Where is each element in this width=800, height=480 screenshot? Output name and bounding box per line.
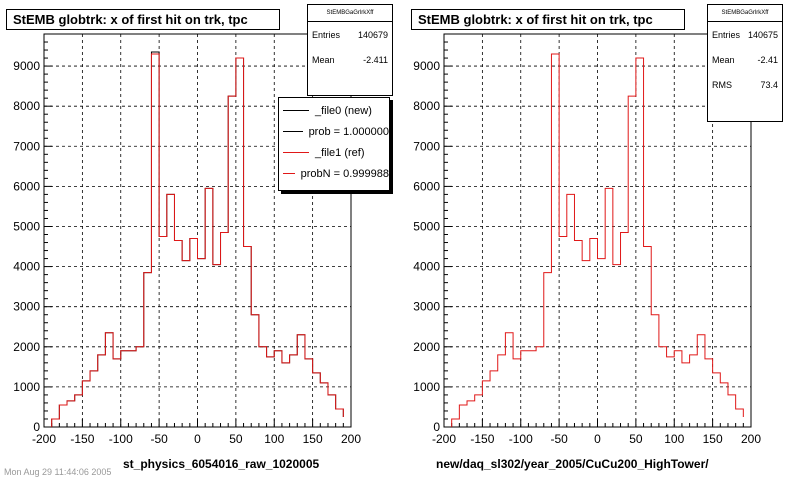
- left-x-tick-label: -150: [70, 432, 94, 446]
- right-histogram-chart: -200 -150 -100 -50 0 50 100 150 2000100020003000…: [413, 33, 761, 446]
- right-chart-title: StEMB globtrk: x of first hit on trk, tp…: [411, 9, 685, 30]
- right-stats-mean-label: Mean: [712, 54, 735, 65]
- left-stats-mean-value: -2.411: [363, 54, 388, 65]
- left-series-1-line: [51, 53, 344, 427]
- right-stats-rms-row: RMS 73.4: [708, 72, 782, 97]
- left-y-tick-label: 1000: [13, 380, 40, 394]
- left-y-tick-label: 0: [33, 420, 40, 434]
- left-stats-entries-row: Entries 140679: [308, 22, 392, 47]
- right-series-0-line: [451, 53, 744, 427]
- legend-line-file0: [283, 110, 309, 111]
- left-y-tick-label: 3000: [13, 300, 40, 314]
- right-stats-rms-value: 73.4: [760, 79, 778, 90]
- right-x-tick-label: -50: [550, 432, 568, 446]
- legend-entry-prob: prob = 1.000000: [279, 121, 389, 142]
- legend-entry-file1: _file1 (ref): [279, 142, 389, 163]
- left-plot-frame: [43, 33, 352, 428]
- footer-timestamp: Mon Aug 29 11:44:06 2005: [4, 467, 112, 477]
- left-stats-box: StEMBGaGrlrkXff Entries 140679 Mean -2.4…: [307, 4, 393, 96]
- left-x-tick-label: 100: [264, 432, 284, 446]
- right-stats-title: StEMBGaGrlrkXff: [708, 5, 782, 22]
- left-stats-mean-label: Mean: [312, 54, 335, 65]
- right-x-tick-label: -150: [470, 432, 494, 446]
- left-y-tick-label: 2000: [13, 340, 40, 354]
- right-y-tick-label: 6000: [413, 179, 440, 193]
- legend-line-probn: [283, 173, 295, 174]
- right-y-tick-label: 2000: [413, 340, 440, 354]
- legend-label-file1: _file1 (ref): [315, 146, 365, 159]
- right-x-axis-label: new/daq_sl302/year_2005/CuCu200_HighTowe…: [436, 457, 709, 471]
- right-x-tick-label: -200: [432, 432, 456, 446]
- left-x-tick-label: -200: [32, 432, 56, 446]
- right-y-tick-label: 8000: [413, 99, 440, 113]
- right-y-tick-label: 1000: [413, 380, 440, 394]
- left-y-tick-label: 8000: [13, 99, 40, 113]
- left-stats-title: StEMBGaGrlrkXff: [308, 5, 392, 22]
- left-x-tick-label: 150: [303, 432, 323, 446]
- right-y-tick-label: 4000: [413, 260, 440, 274]
- legend-label-prob: prob = 1.000000: [308, 125, 389, 138]
- legend-line-file1: [283, 152, 309, 153]
- right-y-tick-label: 7000: [413, 139, 440, 153]
- left-y-tick-label: 4000: [13, 260, 40, 274]
- left-x-tick-label: -100: [109, 432, 133, 446]
- right-y-tick-label: 3000: [413, 300, 440, 314]
- left-stats-entries-label: Entries: [312, 29, 341, 40]
- right-x-tick-label: 150: [703, 432, 723, 446]
- legend-label-file0: _file0 (new): [315, 104, 372, 117]
- right-x-tick-label: 100: [664, 432, 684, 446]
- right-stats-mean-row: Mean -2.41: [708, 47, 782, 72]
- left-x-axis-label: st_physics_6054016_raw_1020005: [123, 457, 320, 471]
- right-stats-mean-value: -2.41: [757, 54, 778, 65]
- left-y-tick-label: 9000: [13, 59, 40, 73]
- right-x-tick-label: 200: [741, 432, 761, 446]
- left-stats-entries-value: 140679: [357, 29, 388, 40]
- right-stats-entries-label: Entries: [712, 29, 741, 40]
- right-stats-rms-label: RMS: [712, 79, 732, 90]
- left-x-tick-label: 50: [229, 432, 243, 446]
- left-x-tick-label: -50: [150, 432, 168, 446]
- left-y-tick-label: 6000: [13, 179, 40, 193]
- right-stats-entries-value: 140675: [747, 29, 778, 40]
- legend-entry-file0: _file0 (new): [279, 100, 389, 121]
- legend-entry-probn: probN = 0.999988: [279, 163, 389, 184]
- right-x-tick-label: 0: [594, 432, 601, 446]
- right-stats-box: StEMBGaGrlrkXff Entries 140675 Mean -2.4…: [707, 4, 783, 122]
- right-plot-frame: [443, 33, 752, 428]
- left-y-tick-label: 5000: [13, 219, 40, 233]
- left-chart-title: StEMB globtrk: x of first hit on trk, tp…: [6, 9, 280, 30]
- right-y-tick-label: 9000: [413, 59, 440, 73]
- left-x-tick-label: 0: [194, 432, 201, 446]
- right-y-tick-label: 5000: [413, 219, 440, 233]
- left-legend: _file0 (new) prob = 1.000000 _file1 (ref…: [278, 97, 390, 191]
- left-x-tick-label: 200: [341, 432, 361, 446]
- right-x-tick-label: 50: [629, 432, 643, 446]
- right-stats-entries-row: Entries 140675: [708, 22, 782, 47]
- left-y-tick-label: 7000: [13, 139, 40, 153]
- right-y-tick-label: 0: [433, 420, 440, 434]
- legend-line-prob: [283, 131, 303, 132]
- legend-label-probn: probN = 0.999988: [300, 167, 389, 180]
- left-stats-mean-row: Mean -2.411: [308, 47, 392, 72]
- right-x-tick-label: -100: [509, 432, 533, 446]
